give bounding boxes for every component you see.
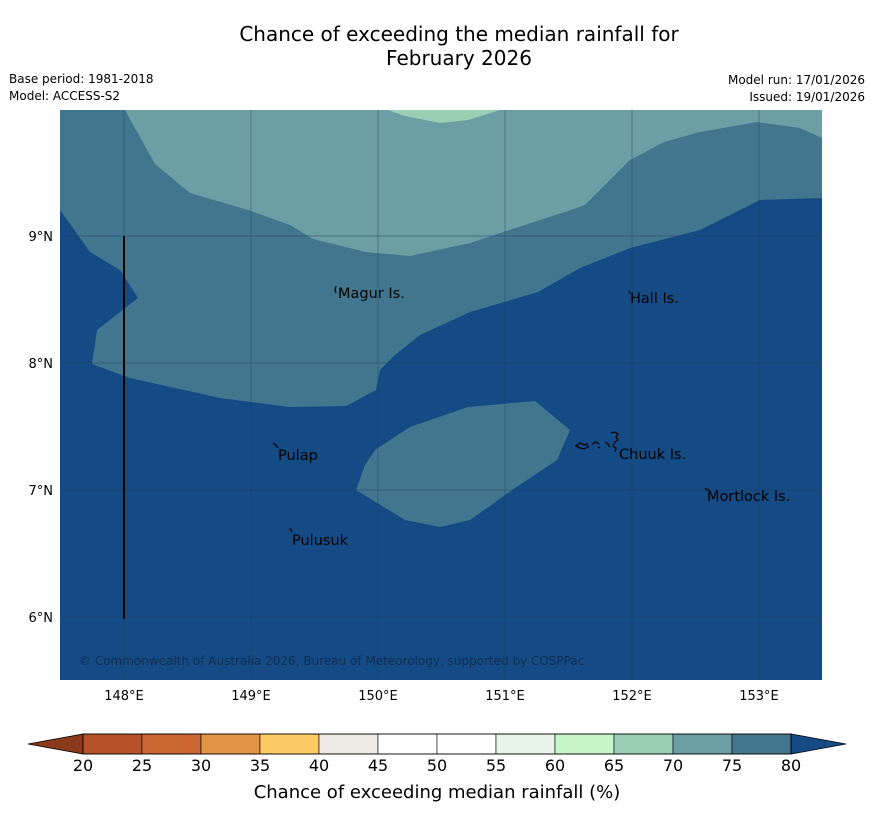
colorbar-segment	[200, 733, 261, 755]
colorbar-segment	[259, 733, 320, 755]
colorbar-tick-label: 65	[604, 756, 624, 775]
island-pulusuk	[289, 527, 293, 533]
label-magur: Magur Is.	[338, 286, 405, 302]
colorbar-tick-label: 20	[73, 756, 93, 775]
lat-tick: 6°N	[29, 611, 54, 626]
issued-date: Issued: 19/01/2026	[749, 90, 865, 104]
label-hall: Hall Is.	[630, 291, 679, 307]
lat-tick: 7°N	[29, 484, 54, 499]
colorbar-outline	[82, 733, 792, 755]
colorbar-tick-label: 30	[191, 756, 211, 775]
lon-axis: 148°E 149°E 150°E 151°E 152°E 153°E	[104, 689, 779, 704]
map-title: Chance of exceeding the median rainfall …	[0, 22, 873, 70]
map-panel: Magur Is. Hall Is. Pulap Chuuk Is. Mortl…	[60, 110, 822, 680]
region-65-70	[388, 110, 500, 123]
island-chuuk	[574, 431, 619, 453]
lon-tick: 150°E	[358, 689, 398, 704]
lon-tick: 152°E	[612, 689, 652, 704]
lat-tick: 9°N	[29, 230, 54, 245]
colorbar-tick-label: 35	[250, 756, 270, 775]
colorbar-segment	[436, 733, 497, 755]
colorbar: 20 25 30 35 40 45 50 55 60 65 70 75 80 Chance of exc…	[27, 733, 847, 803]
colorbar-tick-label: 70	[663, 756, 683, 775]
island-magur	[334, 285, 337, 294]
colorbar-segment	[495, 733, 556, 755]
colorbar-tick-label: 60	[545, 756, 565, 775]
label-pulusuk: Pulusuk	[292, 533, 349, 549]
title-line-1: Chance of exceeding the median rainfall …	[239, 22, 679, 46]
model-name: Model: ACCESS-S2	[9, 89, 121, 103]
graticule	[60, 110, 822, 680]
region-70-75	[125, 110, 822, 256]
colorbar-tick-label: 50	[427, 756, 447, 775]
colorbar-segment	[377, 733, 438, 755]
colorbar-segment	[82, 733, 143, 755]
colorbar-segment	[731, 733, 792, 755]
colorbar-segment	[672, 733, 733, 755]
place-labels: Magur Is. Hall Is. Pulap Chuuk Is. Mortl…	[278, 286, 790, 549]
copyright-note: © Commonwealth of Australia 2026, Bureau…	[79, 654, 584, 668]
colorbar-labels: 20 25 30 35 40 45 50 55 60 65 70 75 80	[73, 756, 801, 775]
colorbar-tick-label: 40	[309, 756, 329, 775]
label-mortlock: Mortlock Is.	[707, 489, 790, 505]
model-run: Model run: 17/01/2026	[727, 73, 865, 87]
island-hall	[628, 290, 631, 295]
colorbar-segment	[613, 733, 674, 755]
label-chuuk: Chuuk Is.	[619, 447, 686, 463]
lon-tick: 151°E	[485, 689, 525, 704]
lat-tick: 8°N	[29, 357, 54, 372]
lon-tick: 148°E	[104, 689, 144, 704]
colorbar-segment	[141, 733, 202, 755]
colorbar-segment	[554, 733, 615, 755]
colorbar-tick-label: 80	[781, 756, 801, 775]
coastlines	[272, 285, 710, 533]
region-75-80-south	[356, 401, 570, 527]
meta-left: Base period: 1981-2018 Model: ACCESS-S2	[9, 71, 154, 105]
island-mortlock	[704, 487, 710, 491]
base-period: Base period: 1981-2018	[9, 72, 154, 86]
colorbar-segments	[82, 733, 792, 755]
colorbar-low-arrow	[27, 733, 84, 755]
colorbar-tick-label: 25	[132, 756, 152, 775]
island-pulap	[272, 442, 279, 449]
lon-tick: 149°E	[231, 689, 271, 704]
meta-right: Model run: 17/01/2026 Issued: 19/01/2026	[728, 72, 865, 106]
colorbar-high-arrow	[790, 733, 847, 755]
colorbar-title: Chance of exceeding median rainfall (%)	[254, 782, 621, 803]
lat-axis: 9°N 8°N 7°N 6°N	[29, 230, 54, 626]
colorbar-tick-label: 45	[368, 756, 388, 775]
colorbar-segment	[318, 733, 379, 755]
colorbar-tick-label: 75	[722, 756, 742, 775]
label-pulap: Pulap	[278, 448, 318, 464]
colorbar-tick-label: 55	[486, 756, 506, 775]
lon-tick: 153°E	[739, 689, 779, 704]
title-line-2: February 2026	[386, 46, 532, 70]
